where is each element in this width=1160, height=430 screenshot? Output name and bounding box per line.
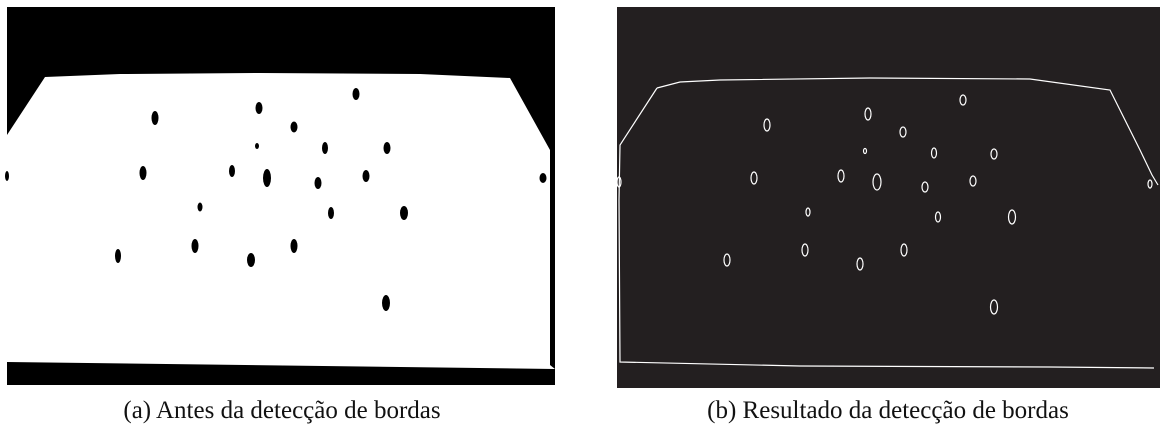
spot — [256, 102, 263, 114]
spot — [140, 166, 147, 180]
spot — [152, 111, 159, 125]
spot — [229, 165, 235, 177]
page: (a) Antes da detecção de bordas (b) Resu… — [0, 0, 1160, 430]
white-region — [7, 73, 555, 369]
spot — [363, 170, 370, 182]
image-background — [617, 7, 1160, 388]
spot — [291, 239, 298, 253]
panel-a-image — [5, 7, 555, 385]
spot — [255, 143, 259, 149]
spot — [115, 249, 121, 263]
spot — [263, 169, 271, 187]
panel-b-image — [617, 7, 1160, 388]
spot — [291, 122, 298, 133]
spot — [315, 177, 322, 189]
spot — [384, 142, 391, 154]
figure: (a) Antes da detecção de bordas (b) Resu… — [0, 0, 1160, 430]
spot — [540, 173, 547, 183]
spot — [382, 295, 390, 311]
spot — [5, 171, 9, 181]
spot — [192, 239, 199, 253]
spot — [400, 206, 408, 220]
spot — [328, 207, 334, 219]
spot — [198, 203, 203, 212]
spot — [247, 253, 255, 267]
spot — [353, 88, 360, 100]
caption: (a) Antes da detecção de bordas — [123, 397, 440, 424]
spot — [322, 142, 328, 154]
caption: (b) Resultado da detecção de bordas — [707, 397, 1069, 424]
